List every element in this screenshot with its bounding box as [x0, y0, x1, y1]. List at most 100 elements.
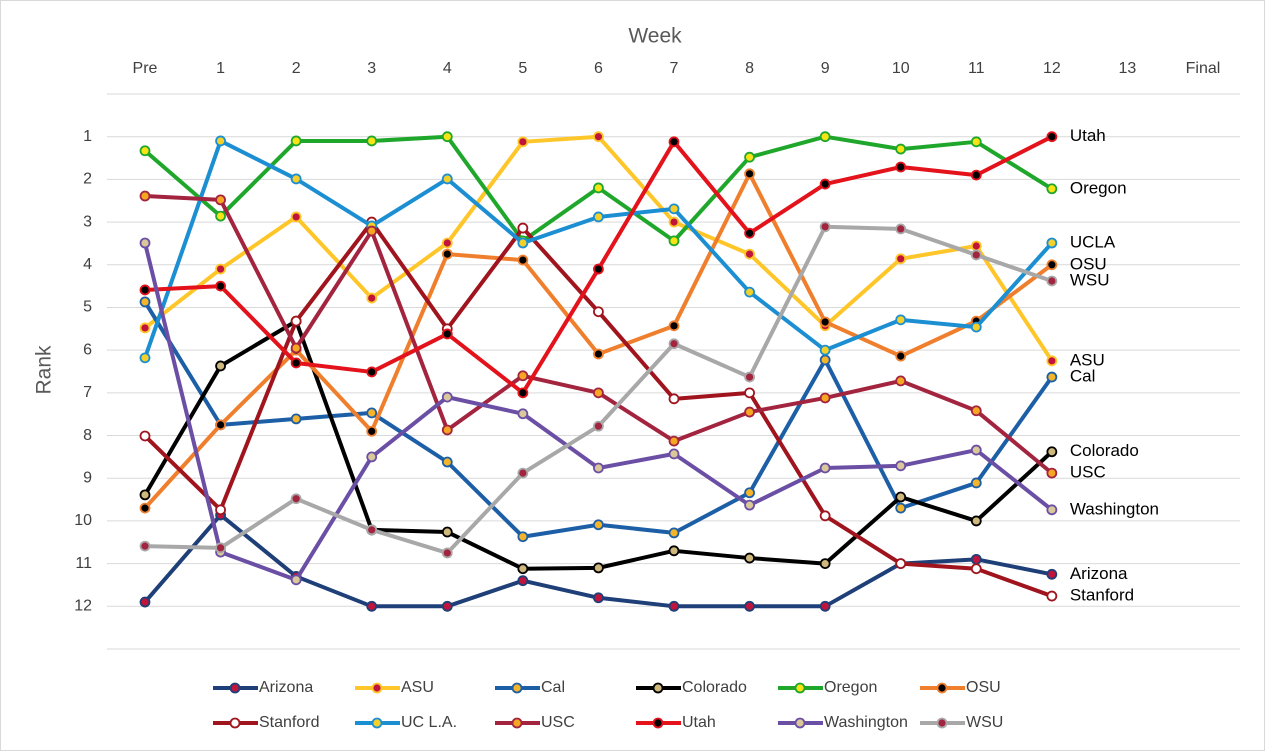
- y-tick-label: 8: [83, 427, 92, 444]
- data-point: [215, 542, 226, 554]
- data-point: [517, 531, 529, 543]
- x-tick-label: 5: [518, 60, 527, 77]
- data-point: [668, 136, 680, 148]
- data-point: [819, 178, 831, 190]
- data-point: [1046, 259, 1058, 271]
- data-point: [895, 558, 907, 570]
- data-point: [1046, 237, 1058, 249]
- y-tick-label: 10: [74, 512, 92, 529]
- data-point: [744, 371, 755, 383]
- x-tick-label: Pre: [133, 60, 158, 77]
- data-point: [744, 248, 755, 260]
- data-point: [139, 489, 151, 501]
- data-point: [819, 510, 831, 522]
- y-tick-label: 5: [83, 299, 92, 316]
- legend-marker: [936, 682, 948, 694]
- data-point: [819, 316, 831, 328]
- data-point: [668, 527, 680, 539]
- data-point: [517, 408, 529, 420]
- data-point: [819, 344, 831, 356]
- data-point: [1046, 590, 1058, 602]
- legend-label: ASU: [401, 679, 434, 696]
- data-point: [517, 370, 529, 382]
- data-point: [744, 168, 755, 180]
- end-label: USC: [1070, 463, 1106, 482]
- data-point: [441, 424, 453, 436]
- data-point: [668, 600, 680, 612]
- data-point: [668, 393, 680, 405]
- y-tick-label: 6: [83, 341, 92, 358]
- end-label: Cal: [1070, 367, 1096, 386]
- data-point: [668, 435, 680, 447]
- data-point: [970, 515, 982, 527]
- data-point: [1046, 446, 1058, 458]
- data-point: [517, 254, 529, 266]
- data-point: [744, 387, 755, 399]
- data-point: [1046, 131, 1058, 143]
- data-point: [593, 420, 604, 432]
- data-point: [970, 169, 982, 181]
- data-point: [593, 263, 604, 275]
- data-point: [970, 405, 982, 417]
- data-point: [139, 430, 151, 442]
- end-label: Arizona: [1070, 564, 1128, 583]
- data-point: [139, 596, 151, 608]
- data-point: [366, 407, 378, 419]
- data-point: [744, 227, 755, 239]
- data-point: [970, 553, 982, 565]
- end-label: Oregon: [1070, 178, 1127, 197]
- data-point: [744, 487, 755, 499]
- data-point: [1046, 355, 1058, 367]
- x-tick-label: 12: [1043, 60, 1061, 77]
- y-tick-label: 9: [83, 469, 92, 486]
- x-tick-label: 13: [1119, 60, 1137, 77]
- data-point: [441, 131, 453, 143]
- data-point: [215, 280, 226, 292]
- data-point: [441, 391, 453, 403]
- x-tick-label: 10: [892, 60, 910, 77]
- data-point: [593, 306, 604, 318]
- x-tick-label: Final: [1186, 60, 1221, 77]
- x-tick-label: 2: [292, 60, 301, 77]
- data-point: [366, 225, 378, 237]
- data-point: [819, 600, 831, 612]
- data-point: [593, 462, 604, 474]
- data-point: [517, 467, 529, 479]
- x-tick-label: 4: [443, 60, 452, 77]
- end-label: Stanford: [1070, 586, 1134, 605]
- data-point: [139, 296, 151, 308]
- data-point: [290, 342, 302, 354]
- data-point: [215, 263, 226, 275]
- data-point: [970, 477, 982, 489]
- x-tick-label: 1: [216, 60, 225, 77]
- data-point: [441, 173, 453, 185]
- data-point: [1046, 504, 1058, 516]
- data-point: [970, 136, 982, 148]
- data-point: [290, 574, 302, 586]
- data-point: [366, 292, 378, 304]
- data-point: [139, 502, 151, 514]
- data-point: [441, 328, 453, 340]
- data-point: [441, 248, 453, 260]
- data-point: [895, 491, 907, 503]
- x-tick-label: 7: [670, 60, 679, 77]
- legend-label: Cal: [541, 679, 565, 696]
- data-point: [441, 526, 453, 538]
- y-tick-label: 11: [75, 555, 92, 572]
- end-label: UCLA: [1070, 232, 1116, 251]
- data-point: [668, 448, 680, 460]
- end-label: Washington: [1070, 499, 1159, 518]
- data-point: [970, 249, 982, 261]
- legend-marker: [371, 682, 383, 694]
- data-point: [668, 216, 680, 228]
- data-point: [517, 387, 529, 399]
- y-tick-label: 3: [83, 213, 92, 230]
- legend-marker: [652, 717, 664, 729]
- legend-marker: [794, 682, 806, 694]
- data-point: [744, 406, 755, 418]
- data-point: [441, 237, 453, 249]
- data-point: [1046, 568, 1058, 580]
- data-point: [895, 161, 907, 173]
- data-point: [517, 563, 529, 575]
- data-point: [139, 352, 151, 364]
